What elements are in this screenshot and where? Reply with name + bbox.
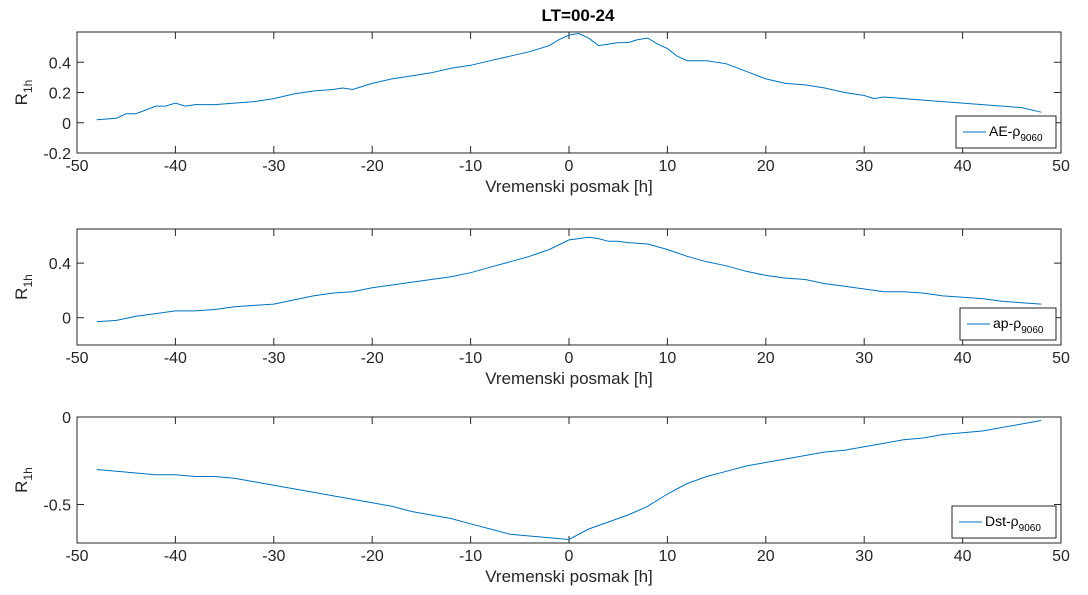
x-tick-label: 40 [954,350,972,367]
x-tick-label: -50 [65,548,88,565]
x-tick-label: -50 [65,350,88,367]
y-tick-label: 0 [62,410,71,427]
y-axis-label-main: R [12,481,31,493]
chart-panel-2: -50 -40 -30 -20 -10 0 10 20 30 40 50 0 0.4 Vremenski … [12,229,1070,388]
x-axis-label: Vremenski posmak [h] [485,177,653,196]
x-tick-label: 0 [565,548,574,565]
x-tick-label: -30 [262,548,285,565]
x-tick-label: 10 [659,548,677,565]
x-tick-label: 30 [855,350,873,367]
x-tick-label: -30 [262,158,285,175]
x-tick-label: -10 [459,350,482,367]
x-tick-label: -10 [459,548,482,565]
legend-label-main: Dst-ρ [985,513,1019,529]
y-tick-label: -0.5 [43,498,71,515]
x-axis-label: Vremenski posmak [h] [485,567,653,586]
plot-area [77,32,1061,153]
x-tick-label: 0 [565,350,574,367]
x-tick-label: 30 [855,158,873,175]
chart-panel-1: -50 -40 -30 -20 -10 0 10 20 30 40 50-0.200.20.4Vre… [12,32,1070,196]
y-axis-label: R1h [12,274,35,300]
x-tick-label: -10 [459,158,482,175]
x-tick-label: 30 [855,548,873,565]
legend-label-sub: 9060 [1019,523,1042,534]
y-tick-label: 0 [62,116,71,133]
x-tick-label: 40 [954,548,972,565]
y-axis-label-main: R [12,93,31,105]
x-tick-label: 10 [659,158,677,175]
x-tick-label: -40 [164,158,187,175]
x-tick-label: -30 [262,350,285,367]
legend-label-sub: 9060 [1021,325,1044,336]
x-tick-label: 10 [659,350,677,367]
x-tick-label: 0 [565,158,574,175]
legend-label-main: ap-ρ [993,315,1021,331]
legend-label-sub: 9060 [1020,133,1043,144]
y-tick-label: -0.2 [43,146,71,163]
y-tick-label: 0.2 [49,86,71,103]
x-tick-label: 20 [757,350,775,367]
y-tick-label: 0.4 [49,55,71,72]
x-tick-label: -20 [361,350,384,367]
y-axis-label: R1h [12,80,35,106]
legend-label-main: AE-ρ [989,123,1020,139]
y-axis-label-main: R [12,288,31,300]
y-tick-label: 0 [62,311,71,328]
x-tick-label: 50 [1052,548,1070,565]
y-axis-label: R1h [12,467,35,493]
x-tick-label: 20 [757,158,775,175]
y-axis-label-sub: 1h [21,274,35,287]
x-tick-label: -20 [361,158,384,175]
x-axis-label: Vremenski posmak [h] [485,369,653,388]
x-tick-label: 40 [954,158,972,175]
x-tick-label: -40 [164,548,187,565]
y-axis-label-sub: 1h [21,467,35,480]
x-tick-label: 50 [1052,158,1070,175]
x-tick-label: -20 [361,548,384,565]
figure-title: LT=00-24 [542,6,615,25]
plot-area [77,229,1061,345]
plot-area [77,417,1061,543]
x-tick-label: -40 [164,350,187,367]
y-tick-label: 0.4 [49,256,71,273]
y-axis-label-sub: 1h [21,80,35,93]
x-tick-label: 20 [757,548,775,565]
chart-panel-3: -50 -40 -30 -20 -10 0 10 20 30 40 50 -0.5 0 Vremenski… [12,410,1070,586]
x-tick-label: 50 [1052,350,1070,367]
